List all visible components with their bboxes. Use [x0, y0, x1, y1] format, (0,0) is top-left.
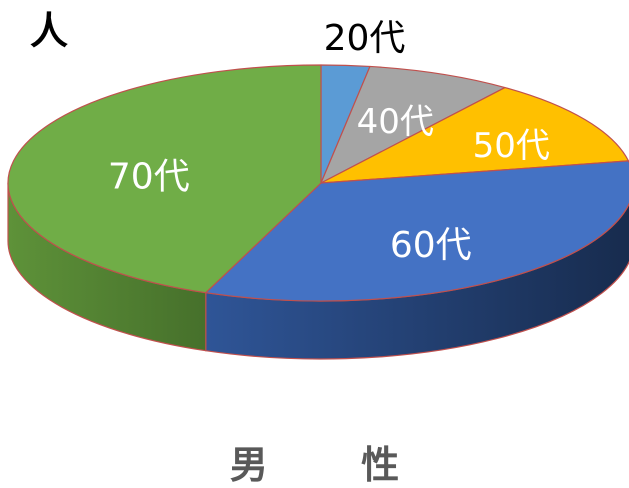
pie-slice-50代 [320, 86, 629, 184]
pie-slice-60代 [205, 160, 629, 302]
data-label-40代: 40代 [357, 102, 434, 142]
pie-slice-40代 [320, 65, 506, 184]
chart-title: 男 性 [229, 443, 440, 487]
pie-slices [7, 64, 629, 302]
data-label-60代: 60代 [390, 225, 472, 266]
data-label-70代: 70代 [108, 157, 190, 198]
data-label-20代: 20代 [324, 18, 406, 59]
unit-label: 人 [30, 9, 69, 53]
pie-labels: 20代 40代 50代 60代 70代 [108, 18, 550, 266]
pie-slice-70代 [7, 64, 322, 294]
data-label-50代: 50代 [473, 126, 550, 166]
